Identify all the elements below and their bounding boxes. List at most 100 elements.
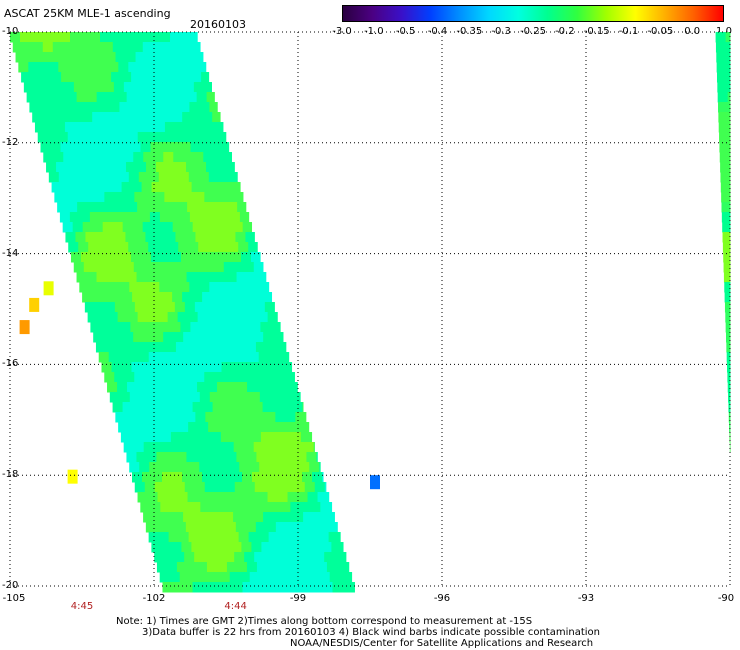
swath-pixel	[126, 272, 138, 283]
swath-pixel	[264, 372, 275, 383]
swath-pixel	[173, 512, 184, 523]
swath-pixel	[132, 42, 144, 53]
colorbar-tick-label: -0.05	[647, 26, 674, 37]
swath-pixel	[289, 572, 301, 583]
swath-pixel	[215, 412, 226, 423]
swath-pixel	[100, 252, 112, 263]
swath-pixel	[85, 52, 97, 63]
swath-pixel	[311, 542, 322, 553]
swath-pixel	[150, 502, 161, 513]
swath-pixel	[187, 132, 199, 143]
swath-pixel	[159, 462, 170, 473]
swath-pixel	[214, 372, 225, 383]
swath-pixel	[31, 72, 42, 83]
swath-pixel	[146, 92, 158, 103]
swath-pixel	[719, 132, 730, 143]
swath-pixel	[62, 222, 74, 233]
swath-pixel	[194, 192, 205, 203]
swath-pixel	[194, 122, 206, 133]
swath-pixel	[251, 472, 263, 483]
swath-pixel	[270, 322, 281, 333]
swath-pixel	[72, 42, 84, 53]
swath-pixel	[216, 272, 228, 283]
swath-pixel	[182, 222, 194, 233]
swath-pixel	[272, 582, 283, 593]
swath-pixel	[53, 82, 65, 93]
swath-pixel	[186, 272, 198, 283]
swath-pixel	[141, 362, 152, 373]
swath-pixel	[124, 122, 136, 133]
swath-pixel	[175, 342, 187, 353]
swath-pixel	[194, 372, 205, 383]
swath-pixel	[211, 182, 223, 193]
swath-pixel	[177, 312, 189, 323]
swath-pixel	[120, 142, 131, 153]
swath-pixel	[147, 202, 158, 213]
swath-pixel	[250, 252, 261, 263]
swath-pixel	[349, 572, 353, 583]
swath-pixel	[138, 172, 150, 183]
swath-pixel	[255, 522, 267, 533]
swath-pixel	[213, 332, 224, 343]
swath-pixel	[186, 452, 197, 463]
swath-pixel	[228, 532, 240, 543]
swath-pixel	[258, 532, 270, 543]
swath-pixel	[213, 442, 225, 453]
swath-pixel	[109, 282, 120, 293]
swath-pixel	[50, 142, 61, 153]
swath-pixel	[120, 322, 131, 333]
swath-pixel	[221, 182, 233, 193]
colorbar-tick-label: -1.0	[364, 26, 384, 37]
swath-pixel	[159, 392, 171, 403]
swath-pixel	[220, 322, 231, 333]
swath-pixel	[130, 432, 142, 443]
swath-pixel	[97, 312, 109, 323]
swath-pixel	[98, 352, 110, 363]
swath-pixel	[258, 352, 270, 363]
swath-pixel	[121, 182, 133, 193]
swath-pixel	[294, 552, 305, 563]
swath-pixel	[135, 52, 147, 63]
swath-pixel	[32, 42, 44, 53]
swath-pixel	[124, 192, 135, 203]
swath-pixel	[120, 252, 132, 263]
swath-pixel	[104, 192, 115, 203]
swath-pixel	[76, 92, 88, 103]
swath-pixel	[260, 322, 271, 333]
swath-pixel	[725, 42, 731, 53]
swath-pixel	[177, 202, 188, 213]
swath-pixel	[48, 62, 59, 73]
swath-pixel	[168, 242, 179, 253]
swath-pixel	[163, 152, 174, 163]
swath-pixel	[209, 102, 218, 113]
swath-pixel	[28, 62, 39, 73]
swath-pixel	[150, 322, 161, 333]
swath-pixel	[116, 162, 127, 173]
swath-pixel	[726, 342, 731, 353]
swath-pixel	[194, 302, 206, 313]
swath-pixel	[729, 432, 731, 443]
swath-pixel	[262, 402, 274, 413]
swath-pixel	[271, 472, 283, 483]
swath-pixel	[115, 342, 127, 353]
swath-pixel	[176, 162, 187, 173]
swath-pixel	[176, 272, 188, 283]
swath-pixel	[30, 32, 41, 43]
swath-pixel	[116, 272, 128, 283]
swath-pixel	[199, 392, 211, 403]
swath-pixel	[95, 52, 107, 63]
swath-pixel	[269, 462, 280, 473]
swath-pixel	[161, 472, 173, 483]
swath-pixel	[232, 292, 243, 303]
swath-pixel	[155, 522, 167, 533]
swath-pixel	[183, 152, 194, 163]
swath-pixel	[233, 332, 244, 343]
swath-pixel	[145, 342, 157, 353]
swath-pixel	[219, 572, 231, 583]
swath-pixel	[150, 432, 162, 443]
swath-pixel	[86, 272, 98, 283]
swath-pixel	[162, 42, 174, 53]
swath-pixel	[165, 232, 176, 243]
swath-pixel	[188, 532, 200, 543]
swath-pixel	[212, 112, 221, 123]
